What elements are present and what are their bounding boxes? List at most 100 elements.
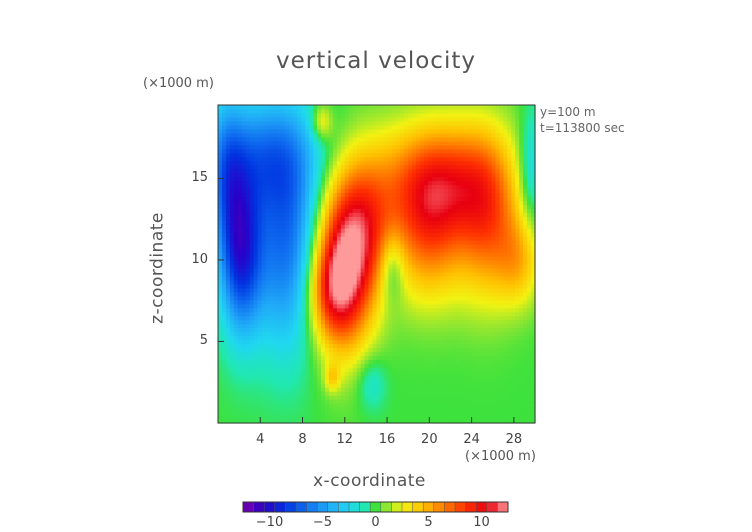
heatmap-cell bbox=[384, 303, 389, 309]
heatmap-cell bbox=[372, 168, 378, 174]
heatmap-cell bbox=[229, 363, 235, 368]
heatmap-cell bbox=[249, 267, 255, 273]
heatmap-cell bbox=[352, 327, 358, 333]
heatmap-cell bbox=[289, 212, 294, 217]
heatmap-cell bbox=[408, 116, 413, 122]
heatmap-cell bbox=[431, 244, 437, 249]
heatmap-cell bbox=[463, 415, 469, 420]
heatmap-cell bbox=[431, 275, 437, 281]
heatmap-cell bbox=[416, 387, 421, 392]
heatmap-cell bbox=[229, 204, 235, 209]
heatmap-cell bbox=[297, 160, 302, 166]
heatmap-cell bbox=[257, 323, 263, 329]
heatmap-cell bbox=[305, 184, 310, 190]
heatmap-cell bbox=[348, 252, 354, 257]
heatmap-cell bbox=[321, 299, 326, 305]
heatmap-cell bbox=[420, 180, 425, 186]
heatmap-cell bbox=[443, 359, 449, 364]
heatmap-cell bbox=[313, 108, 318, 114]
heatmap-cell bbox=[431, 331, 437, 337]
heatmap-cell bbox=[360, 244, 366, 249]
heatmap-cell bbox=[249, 116, 255, 122]
heatmap-cell bbox=[360, 128, 366, 134]
heatmap-cell bbox=[372, 359, 378, 364]
heatmap-cell bbox=[336, 208, 342, 213]
heatmap-cell bbox=[392, 355, 397, 360]
heatmap-cell bbox=[412, 311, 417, 317]
heatmap-cell bbox=[459, 156, 465, 162]
heatmap-cell bbox=[380, 399, 386, 404]
heatmap-cell bbox=[269, 232, 275, 237]
heatmap-cell bbox=[424, 267, 429, 273]
heatmap-cell bbox=[265, 407, 271, 412]
heatmap-cell bbox=[348, 395, 354, 400]
heatmap-cell bbox=[233, 275, 239, 281]
heatmap-cell bbox=[241, 264, 247, 269]
heatmap-cell bbox=[261, 156, 267, 162]
heatmap-cell bbox=[309, 319, 314, 325]
heatmap-cell bbox=[257, 351, 263, 357]
heatmap-cell bbox=[420, 184, 425, 190]
heatmap-cell bbox=[245, 220, 251, 225]
heatmap-cell bbox=[380, 148, 386, 154]
heatmap-cell bbox=[305, 120, 310, 126]
heatmap-cell bbox=[396, 311, 401, 317]
heatmap-cell bbox=[380, 216, 386, 221]
heatmap-cell bbox=[328, 244, 334, 249]
heatmap-cell bbox=[459, 343, 465, 349]
heatmap-cell bbox=[269, 180, 275, 186]
heatmap-cell bbox=[344, 375, 350, 380]
heatmap-cell bbox=[384, 311, 389, 317]
heatmap-cell bbox=[443, 283, 449, 289]
heatmap-cell bbox=[451, 303, 457, 309]
heatmap-cell bbox=[273, 105, 279, 110]
heatmap-cell bbox=[225, 411, 231, 416]
heatmap-cell bbox=[225, 367, 231, 372]
heatmap-cell bbox=[221, 415, 227, 420]
heatmap-cell bbox=[218, 132, 223, 138]
heatmap-cell bbox=[257, 359, 263, 364]
heatmap-cell bbox=[313, 355, 318, 360]
heatmap-cell bbox=[384, 403, 389, 408]
heatmap-cell bbox=[245, 407, 251, 412]
heatmap-cell bbox=[376, 331, 382, 337]
heatmap-cell bbox=[261, 403, 267, 408]
heatmap-cell bbox=[221, 331, 227, 337]
heatmap-cell bbox=[328, 399, 334, 404]
heatmap-cell bbox=[265, 335, 271, 341]
heatmap-cell bbox=[424, 347, 429, 353]
heatmap-cell bbox=[416, 295, 421, 301]
heatmap-cell bbox=[356, 160, 362, 166]
heatmap-cell bbox=[332, 144, 338, 150]
heatmap-cell bbox=[447, 391, 453, 396]
heatmap-cell bbox=[420, 359, 425, 364]
heatmap-cell bbox=[384, 120, 389, 126]
heatmap-cell bbox=[459, 232, 465, 237]
heatmap-cell bbox=[317, 144, 322, 150]
heatmap-cell bbox=[396, 204, 401, 209]
heatmap-cell bbox=[340, 339, 346, 345]
heatmap-cell bbox=[435, 192, 441, 198]
heatmap-cell bbox=[305, 132, 310, 138]
heatmap-cell bbox=[301, 351, 306, 357]
heatmap-cell bbox=[301, 319, 306, 325]
heatmap-cell bbox=[321, 244, 326, 249]
heatmap-cell bbox=[451, 196, 457, 201]
heatmap-cell bbox=[344, 311, 350, 317]
heatmap-cell bbox=[372, 411, 378, 416]
heatmap-cell bbox=[443, 140, 449, 146]
heatmap-cell bbox=[340, 375, 346, 380]
heatmap-cell bbox=[428, 196, 433, 201]
heatmap-cell bbox=[388, 108, 393, 114]
heatmap-cell bbox=[301, 275, 306, 281]
heatmap-cell bbox=[380, 383, 386, 388]
heatmap-cell bbox=[241, 351, 247, 357]
heatmap-cell bbox=[356, 176, 362, 182]
heatmap-cell bbox=[328, 212, 334, 217]
heatmap-cell bbox=[459, 132, 465, 138]
heatmap-cell bbox=[309, 343, 314, 349]
heatmap-cell bbox=[253, 152, 259, 158]
heatmap-cell bbox=[420, 128, 425, 134]
heatmap-cell bbox=[384, 116, 389, 122]
heatmap-cell bbox=[321, 371, 326, 376]
